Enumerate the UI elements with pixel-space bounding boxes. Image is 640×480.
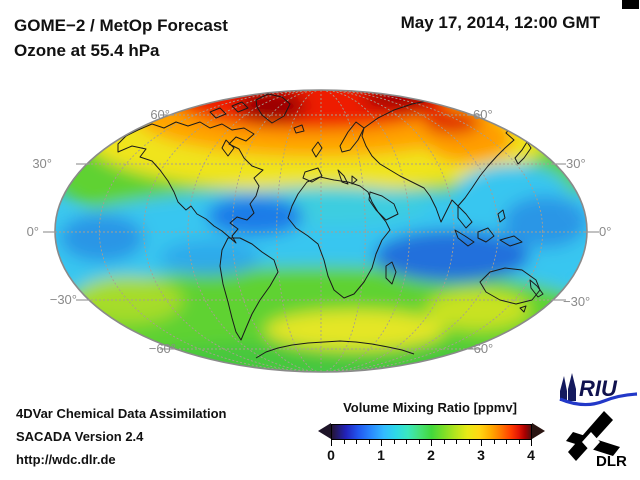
credit-line-1: 4DVar Chemical Data Assimilation	[16, 406, 227, 421]
colorbar-ticks	[331, 440, 532, 447]
colorbar-left-arrow	[318, 423, 331, 439]
coastline-new-zealand	[529, 279, 544, 298]
colorbar-labels: 0 1 2 3 4	[327, 447, 535, 463]
lat-label-right-60: 60°	[473, 107, 493, 122]
credits-block: 4DVar Chemical Data Assimilation SACADA …	[16, 402, 227, 471]
coastline-north-america	[117, 121, 264, 244]
latitude-ticks	[43, 114, 599, 350]
colorbar-tick	[368, 440, 370, 444]
colorbar-tick	[531, 440, 532, 446]
coastline-philippines	[497, 209, 506, 223]
riu-logo: RIU	[559, 373, 638, 407]
coastline-madagascar	[385, 261, 397, 285]
coastline-south-america	[219, 237, 279, 341]
colorbar-tick	[406, 440, 407, 444]
ozone-field	[55, 90, 587, 372]
colorbar-tick-label: 2	[427, 447, 435, 463]
cathedral-icon	[560, 373, 576, 401]
lat-label-left-30: 30°	[32, 156, 52, 171]
coastline-greenland	[255, 93, 291, 124]
coastline-arctic-islands	[209, 101, 249, 119]
lat-label-left-m60: −60°	[148, 341, 176, 356]
title-line-2: Ozone at 55.4 hPa	[14, 41, 160, 60]
colorbar-title: Volume Mixing Ratio [ppmv]	[343, 400, 517, 415]
colorbar-tick	[381, 440, 382, 446]
coastline-japan	[514, 141, 532, 165]
lat-label-right-0: 0°	[599, 224, 612, 239]
colorbar-tick	[343, 440, 345, 444]
coastline-se-asia	[457, 205, 473, 229]
map-outline	[54, 89, 588, 373]
coastline-arabia	[368, 191, 399, 221]
lat-label-right-m60: −60°	[466, 341, 494, 356]
coastline-antarctica	[255, 340, 415, 359]
colorbar-tick	[456, 440, 457, 444]
credit-line-2: SACADA Version 2.4	[16, 429, 144, 444]
colorbar-tick	[393, 440, 395, 444]
dlr-logo: DLR	[566, 411, 627, 470]
colorbar-tick	[418, 440, 420, 444]
coastline-italy-greece	[337, 169, 358, 185]
coastline-scandinavia	[339, 121, 365, 153]
colorbar-tick-label: 3	[477, 447, 485, 463]
coastline-tasmania	[519, 305, 527, 313]
coastline-africa	[287, 176, 391, 299]
timestamp-label: May 17, 2014, 12:00 GMT	[400, 13, 600, 32]
colorbar-tick	[518, 440, 520, 444]
colorbar-tick	[468, 440, 470, 444]
colorbar-tick-label: 0	[327, 447, 335, 463]
colorbar-tick	[331, 440, 332, 446]
colorbar-right-arrow	[532, 423, 545, 439]
dlr-emblem-icon	[566, 411, 620, 461]
colorbar-tick	[431, 440, 432, 446]
page-title: GOME−2 / MetOp Forecast Ozone at 55.4 hP…	[14, 13, 228, 63]
credit-line-3: http://wdc.dlr.de	[16, 452, 116, 467]
colorbar-tick	[481, 440, 482, 446]
riu-swoosh	[559, 392, 638, 407]
dlr-logo-text: DLR	[596, 453, 627, 470]
title-line-1: GOME−2 / MetOp Forecast	[14, 16, 228, 35]
colorbar-tick-label: 4	[527, 447, 535, 463]
coastline-iceland	[293, 124, 305, 134]
colorbar-tick	[443, 440, 445, 444]
colorbar-tick	[506, 440, 507, 444]
coastline-indonesia	[454, 227, 523, 247]
coastline-uk	[311, 141, 323, 158]
lat-label-left-60: 60°	[150, 107, 170, 122]
colorbar-gradient	[331, 424, 532, 440]
lat-label-left-m30: −30°	[49, 292, 77, 307]
corner-marker	[622, 0, 639, 9]
colorbar-tick	[493, 440, 495, 444]
lat-label-right-30: 30°	[566, 156, 586, 171]
colorbar-tick-label: 1	[377, 447, 385, 463]
colorbar-tick	[356, 440, 357, 444]
lat-label-left-0: 0°	[26, 224, 39, 239]
coastline-iberia	[302, 167, 323, 183]
lat-label-right-m30: −30°	[563, 294, 591, 309]
coastline-hudson-bay	[221, 139, 235, 157]
